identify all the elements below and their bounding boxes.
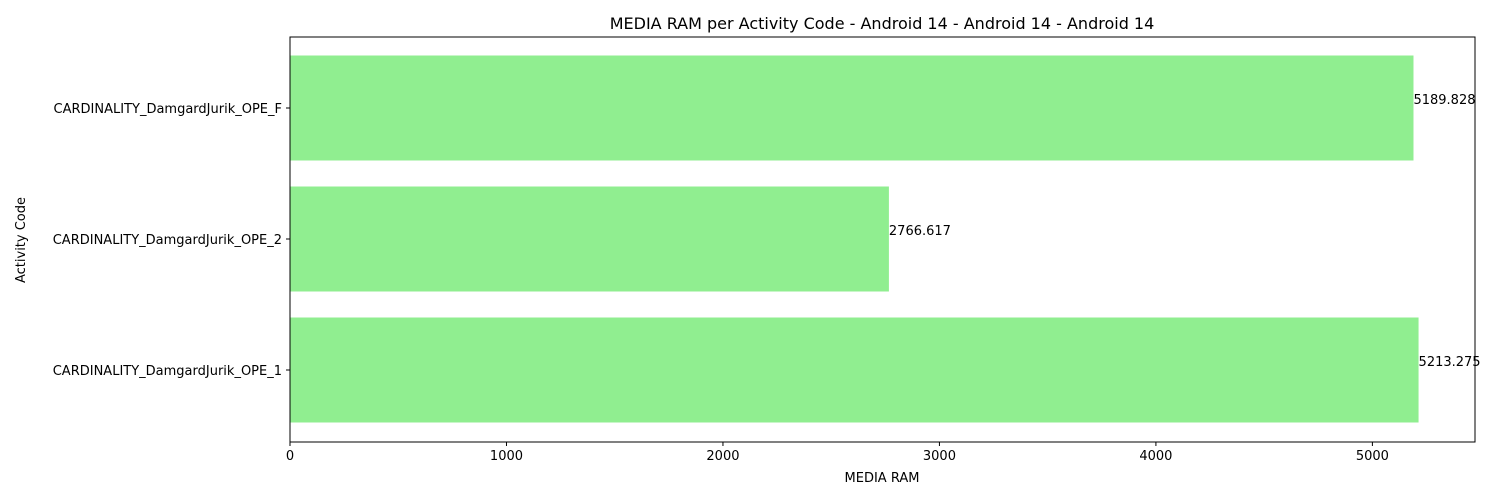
y-tick-label: CARDINALITY_DamgardJurik_OPE_2 bbox=[53, 233, 282, 248]
bar bbox=[290, 55, 1414, 161]
plot-frame bbox=[289, 36, 1476, 443]
x-tick-label: 1000 bbox=[490, 449, 523, 464]
x-tick-label: 3000 bbox=[923, 449, 956, 464]
data-label: 2766.617 bbox=[889, 224, 951, 239]
bar bbox=[290, 317, 1419, 423]
x-tick-label: 0 bbox=[286, 449, 294, 464]
chart-title: MEDIA RAM per Activity Code - Android 14… bbox=[610, 14, 1155, 33]
y-axis-label: Activity Code bbox=[14, 197, 29, 283]
x-axis-label: MEDIA RAM bbox=[845, 471, 920, 486]
data-label: 5213.275 bbox=[1419, 355, 1481, 370]
x-tick-label: 2000 bbox=[706, 449, 739, 464]
plot-area: 5213.275 CARDINALITY_DamgardJurik_OPE_1 27… bbox=[53, 55, 1481, 464]
y-tick-label: CARDINALITY_DamgardJurik_OPE_1 bbox=[53, 364, 282, 379]
bar bbox=[290, 186, 889, 292]
x-tick-label: 4000 bbox=[1139, 449, 1172, 464]
y-tick-label: CARDINALITY_DamgardJurik_OPE_F bbox=[54, 102, 282, 117]
x-tick-label: 5000 bbox=[1356, 449, 1389, 464]
data-label: 5189.828 bbox=[1413, 93, 1475, 108]
